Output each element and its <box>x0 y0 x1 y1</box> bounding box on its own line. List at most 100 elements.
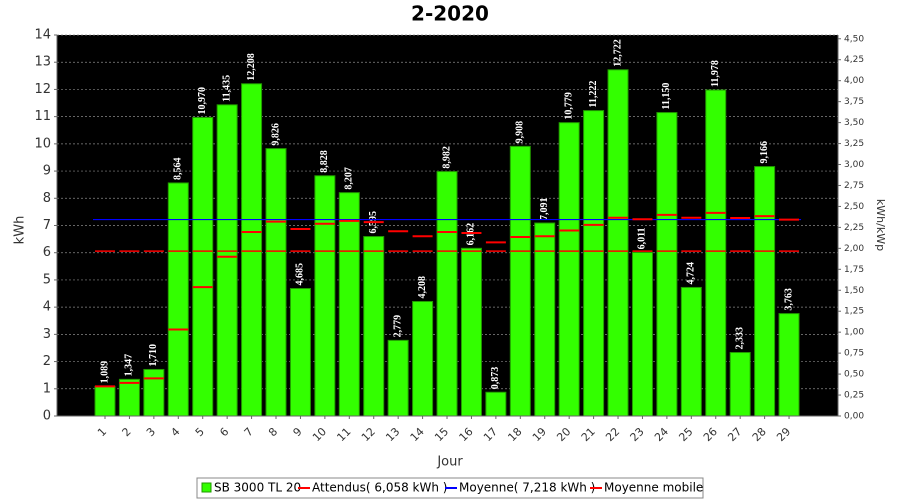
y-tick-label: 11 <box>34 109 51 124</box>
x-tick-label: 17 <box>481 425 500 444</box>
y2-tick-label: 2,50 <box>844 202 864 212</box>
bar <box>118 378 140 417</box>
y2-tick-label: 2,25 <box>844 223 864 233</box>
y-tick-label: 10 <box>34 136 51 151</box>
y2-tick-label: 1,25 <box>844 307 864 317</box>
data-label: 7,091 <box>539 198 550 221</box>
bar <box>485 391 507 417</box>
y2-tick-label: 2,75 <box>844 181 864 191</box>
bar <box>265 148 287 417</box>
y-tick-label: 6 <box>43 245 51 260</box>
bar <box>705 89 727 417</box>
bar <box>631 251 653 417</box>
x-tick-label: 23 <box>628 425 647 444</box>
x-tick-label: 22 <box>603 425 622 444</box>
y2-tick-label: 3,00 <box>844 160 864 170</box>
data-label: 9,908 <box>515 121 526 144</box>
data-label: 2,779 <box>392 315 403 338</box>
y-tick-label: 7 <box>43 218 51 233</box>
bar <box>387 339 409 417</box>
bar <box>216 104 238 417</box>
data-label: 6,011 <box>637 227 648 249</box>
x-tick-label: 13 <box>383 425 402 444</box>
x-tick-label: 29 <box>774 425 793 444</box>
y-tick-label: 4 <box>43 300 51 315</box>
x-tick-label: 10 <box>310 425 329 444</box>
bar <box>436 171 458 417</box>
legend-label: Attendus( 6,058 kWh ) <box>312 481 447 495</box>
legend-label: SB 3000 TL 20 <box>214 481 301 495</box>
bar <box>338 192 360 417</box>
chart-title: 2-2020 <box>411 2 489 26</box>
bar <box>583 110 605 417</box>
x-tick-label: 3 <box>144 425 158 439</box>
x-tick-label: 6 <box>217 425 231 439</box>
data-label: 6,162 <box>466 223 477 246</box>
y2-tick-label: 4,50 <box>844 34 864 44</box>
x-tick-label: 1 <box>95 425 109 439</box>
bar <box>167 182 189 417</box>
y2-tick-label: 0,00 <box>844 412 864 422</box>
data-label: 8,982 <box>441 146 452 169</box>
data-label: 1,710 <box>148 344 159 367</box>
bar <box>143 368 165 417</box>
y2-tick-label: 1,00 <box>844 328 864 338</box>
x-tick-label: 20 <box>554 425 573 444</box>
x-tick-label: 21 <box>579 425 598 444</box>
y2-tick-label: 2,00 <box>844 244 864 254</box>
x-tick-label: 15 <box>432 425 451 444</box>
bar <box>680 286 702 417</box>
y2-tick-label: 4,00 <box>844 76 864 86</box>
legend-swatch <box>201 482 212 493</box>
x-tick-label: 18 <box>505 425 524 444</box>
data-label: 8,564 <box>173 157 184 180</box>
x-tick-label: 24 <box>652 425 671 444</box>
data-label: 11,222 <box>588 81 599 108</box>
y2-tick-label: 1,75 <box>844 265 864 275</box>
x-tick-label: 14 <box>408 425 427 444</box>
y2-tick-label: 0,75 <box>844 349 864 359</box>
data-label: 9,826 <box>270 123 281 146</box>
data-label: 9,166 <box>759 141 770 164</box>
x-tick-label: 2 <box>120 425 134 439</box>
x-tick-label: 12 <box>359 425 378 444</box>
x-tick-label: 16 <box>457 425 476 444</box>
y2-tick-label: 3,25 <box>844 139 864 149</box>
x-tick-label: 9 <box>291 425 305 439</box>
data-label: 11,150 <box>661 83 672 110</box>
y2-axis-title: kWh/kWp <box>874 199 887 251</box>
y-tick-label: 2 <box>43 354 51 369</box>
x-axis-title: Jour <box>436 455 463 470</box>
y2-tick-label: 1,50 <box>844 286 864 296</box>
data-label: 3,763 <box>783 288 794 311</box>
y2-tick-label: 3,50 <box>844 118 864 128</box>
x-tick-label: 25 <box>676 425 695 444</box>
y-axis-title: kWh <box>13 216 28 245</box>
data-label: 10,779 <box>563 92 574 120</box>
data-label: 11,978 <box>710 60 721 87</box>
bar <box>289 288 311 417</box>
bar <box>363 236 385 417</box>
bar <box>460 247 482 417</box>
data-label: 4,724 <box>686 262 697 285</box>
data-label: 11,435 <box>221 75 232 102</box>
y-tick-label: 9 <box>43 164 51 179</box>
x-tick-label: 5 <box>193 425 207 439</box>
y-tick-label: 14 <box>34 28 51 43</box>
bar <box>241 83 263 417</box>
x-tick-label: 27 <box>725 425 744 444</box>
data-label: 12,722 <box>612 39 623 67</box>
x-tick-label: 8 <box>266 425 280 439</box>
bar <box>656 112 678 417</box>
bar <box>534 222 556 417</box>
data-label: 2,333 <box>734 327 745 350</box>
bar <box>729 352 751 417</box>
bar <box>314 175 336 417</box>
bar <box>607 69 629 417</box>
legend-label: Moyenne( 7,218 kWh ) <box>459 481 595 495</box>
y-tick-label: 8 <box>43 191 51 206</box>
y-tick-label: 1 <box>43 381 51 396</box>
bar <box>94 385 116 417</box>
data-label: 8,207 <box>344 167 355 190</box>
